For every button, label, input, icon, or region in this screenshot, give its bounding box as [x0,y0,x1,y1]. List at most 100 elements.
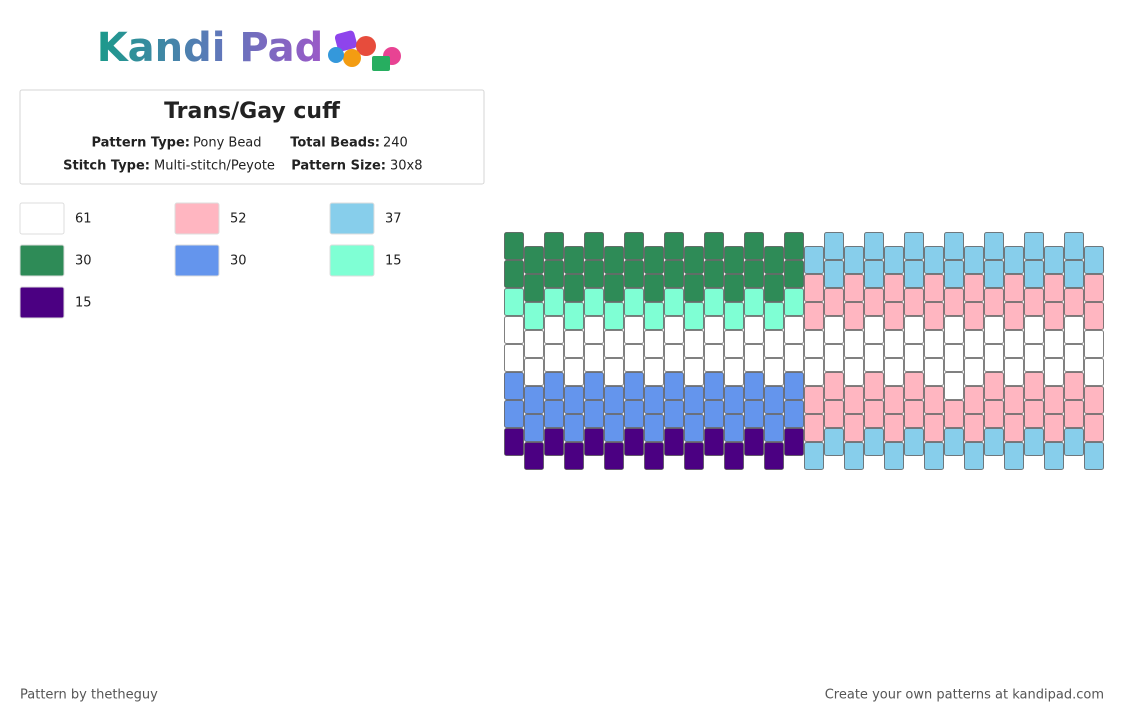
bead [1004,442,1024,470]
bead [1004,246,1024,274]
label: Pattern Size: [291,159,386,174]
bead [724,414,744,442]
bead [784,232,804,260]
logo[interactable]: Kandi Pad [97,25,324,71]
bead [644,358,664,386]
bead [524,302,544,330]
value: Multi-stitch/Peyote [154,159,275,174]
bead [564,386,584,414]
bead [604,246,624,274]
bead [564,302,584,330]
bead [964,330,984,358]
bead [584,428,604,456]
bead [904,260,924,288]
bead [1064,316,1084,344]
bead [1084,414,1104,442]
bead [604,442,624,470]
bead [1004,358,1024,386]
bead [1044,274,1064,302]
bead [664,400,684,428]
bead [524,386,544,414]
bead [824,232,844,260]
bead [944,232,964,260]
bead [944,344,964,372]
bead [624,232,644,260]
bead [1024,260,1044,288]
bead [844,358,864,386]
bead [804,330,824,358]
bead [784,260,804,288]
bead [644,274,664,302]
bead [664,260,684,288]
bead [1044,358,1064,386]
bead [1044,302,1064,330]
bead [924,414,944,442]
bead [544,260,564,288]
bead [1024,344,1044,372]
bead [504,372,524,400]
bead [1084,386,1104,414]
bead [564,414,584,442]
bead [564,274,584,302]
bead [1044,442,1064,470]
bead [804,358,824,386]
bead [1044,414,1064,442]
bead [564,442,584,470]
bead [624,372,644,400]
bead [684,246,704,274]
bead [864,288,884,316]
bead [784,372,804,400]
bead [704,372,724,400]
info-box [19,89,485,185]
bead [984,344,1004,372]
bead [624,260,644,288]
bead [584,344,604,372]
bead [864,232,884,260]
bead [764,358,784,386]
bead [884,302,904,330]
bead [1004,414,1024,442]
bead [1064,344,1084,372]
bead [964,302,984,330]
bead [864,316,884,344]
bead [824,428,844,456]
bead [564,358,584,386]
bead [764,302,784,330]
bead [984,260,1004,288]
bead [604,386,624,414]
bead [624,428,644,456]
bead [724,274,744,302]
bead [644,302,664,330]
bead [624,316,644,344]
promo[interactable]: Create your own patterns at kandipad.com [825,688,1104,703]
bead [1084,330,1104,358]
bead [864,344,884,372]
bead [744,344,764,372]
bead [764,330,784,358]
bead [984,428,1004,456]
legend-count: 52 [230,212,247,227]
bead [744,428,764,456]
bead [1004,302,1024,330]
bead [664,232,684,260]
bead [764,414,784,442]
bead [684,414,704,442]
bead [1064,428,1084,456]
bead [544,344,564,372]
label: Stitch Type: [63,159,150,174]
legend-count: 37 [385,212,402,227]
bead [924,330,944,358]
bead [624,344,644,372]
bead [544,400,564,428]
bead [844,302,864,330]
bead [1004,386,1024,414]
bead [1044,246,1064,274]
bead [864,260,884,288]
bead [744,400,764,428]
bead [984,372,1004,400]
legend-swatch [174,244,220,277]
bead [664,344,684,372]
credit: Pattern by thetheguy [20,688,158,703]
bead [824,260,844,288]
bead [804,414,824,442]
